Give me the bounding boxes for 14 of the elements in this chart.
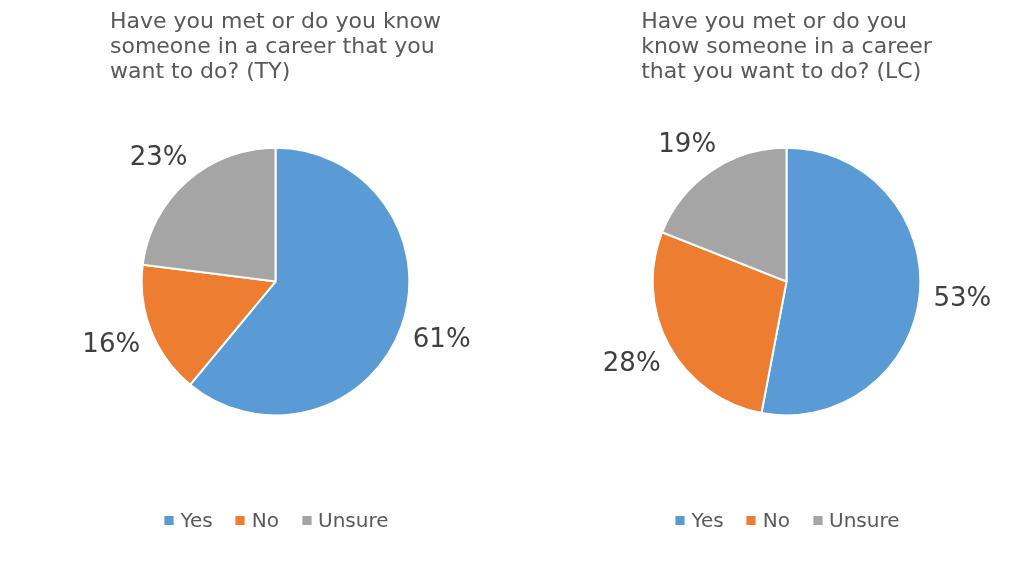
legend-label: No [251, 508, 279, 532]
data-label: 19% [658, 128, 717, 159]
data-label: 23% [129, 141, 188, 172]
data-label: 28% [602, 347, 661, 378]
chart-title: Have you met or do you know someone in a career that you want to do? (TY) [109, 7, 442, 83]
legend-label: Yes [180, 508, 213, 532]
legend-label: Unsure [318, 508, 389, 532]
legend-label: Unsure [829, 508, 900, 532]
chart-title: Have you met or do you know someone in a career that you want to do? (LC) [641, 7, 933, 83]
data-label: 16% [82, 328, 141, 359]
legend-label: Yes [691, 508, 724, 532]
data-label: 53% [933, 282, 992, 313]
data-label: 61% [412, 323, 471, 354]
legend-label: No [762, 508, 790, 532]
